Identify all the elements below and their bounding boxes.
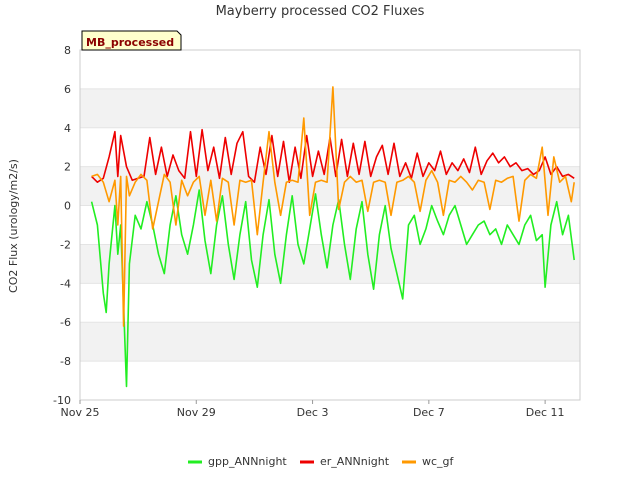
series-layer	[90, 86, 575, 388]
y-axis-label: CO2 Flux (urology/m2/s)	[7, 159, 20, 293]
plot-band	[80, 361, 580, 400]
y-tick-label: 0	[64, 200, 71, 213]
x-tick-label: Nov 29	[177, 406, 216, 419]
plot-band	[80, 283, 580, 323]
chart-title: Mayberry processed CO2 Fluxes	[216, 4, 425, 19]
source-badge-label: MB_processed	[86, 36, 174, 49]
y-tick-label: -4	[60, 277, 71, 290]
plot-background	[80, 50, 580, 400]
y-tick-label: -10	[53, 394, 71, 407]
legend-label: wc_gf	[422, 455, 455, 468]
y-axis-ticks: -10 -8 -6 -4 -2 0 2 4 6 8	[53, 44, 71, 407]
plot-band	[80, 322, 580, 362]
series-line-wc-gf	[91, 86, 575, 327]
y-tick-label: 4	[64, 122, 71, 135]
source-badge: MB_processed	[81, 30, 182, 51]
plot-band	[80, 50, 580, 89]
y-tick-label: -6	[60, 316, 71, 329]
plot-border	[79, 49, 581, 401]
legend-label: gpp_ANNnight	[208, 455, 287, 468]
plot-band	[80, 166, 580, 206]
x-axis-ticks: Nov 25 Nov 29 Dec 3 Dec 7 Dec 11	[61, 400, 565, 419]
series-line-gpp-annnight	[90, 189, 575, 388]
x-tick-label: Dec 7	[413, 406, 445, 419]
plot-band	[80, 205, 580, 245]
y-tick-label: -2	[60, 238, 71, 251]
legend-label: er_ANNnight	[320, 455, 390, 468]
x-tick-label: Dec 3	[297, 406, 329, 419]
y-tick-label: 6	[64, 83, 71, 96]
y-tick-label: 2	[64, 161, 71, 174]
plot-band	[80, 88, 580, 128]
y-tick-label: -8	[60, 355, 71, 368]
y-tick-label: 8	[64, 44, 71, 57]
x-tick-label: Nov 25	[61, 406, 100, 419]
x-tick-label: Dec 11	[526, 406, 565, 419]
legend: gpp_ANNnight er_ANNnight wc_gf	[188, 455, 455, 468]
